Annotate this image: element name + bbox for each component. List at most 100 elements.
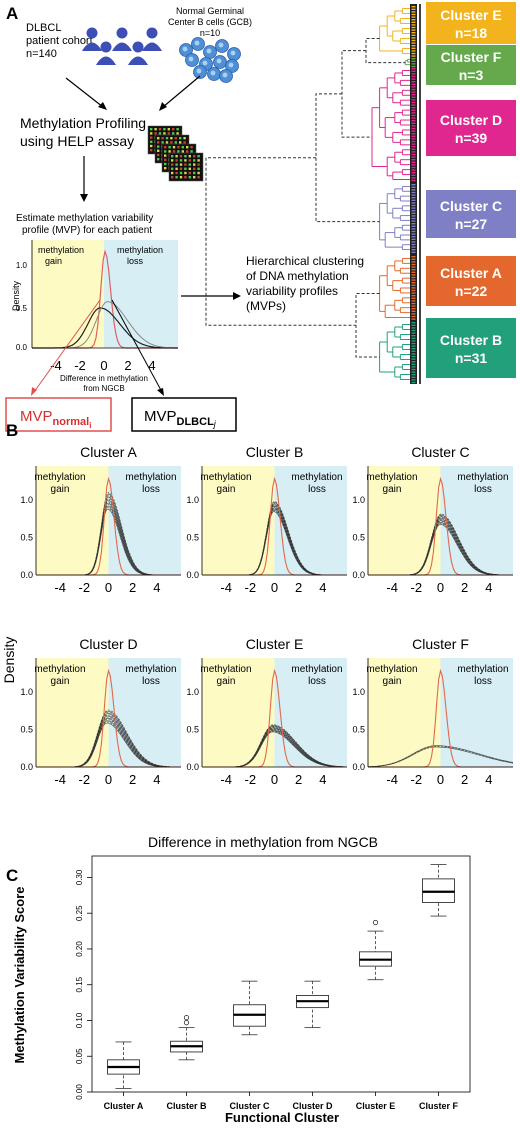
leaf-tick <box>411 204 416 207</box>
leaf-tick <box>411 45 416 47</box>
leaf-tick <box>411 315 416 318</box>
a-density-label: Density <box>11 280 21 311</box>
b-xtick: -2 <box>79 772 91 787</box>
microarray-spot-icon <box>193 155 196 158</box>
microarray-spot-icon <box>183 141 186 144</box>
leaf-tick <box>411 335 416 337</box>
estimate-line-1: Estimate methylation variability <box>16 213 153 224</box>
b-cell-nucleus-icon <box>188 56 194 62</box>
b-plot-title-3: Cluster C <box>411 444 469 460</box>
b-dlbcl-curve <box>202 502 347 576</box>
b-gain-label-2: gain <box>51 484 70 495</box>
microarray-spot-icon <box>154 128 157 131</box>
microarray-spot-icon <box>170 141 173 144</box>
b-xtick: -2 <box>79 580 91 595</box>
b-xtick: 0 <box>437 580 444 595</box>
cluster-box <box>426 190 516 238</box>
leaf-tick <box>411 220 416 222</box>
b-loss-label-2: loss <box>308 484 326 495</box>
leaf-tick <box>411 274 416 276</box>
microarray-spot-icon <box>197 155 200 158</box>
b-dlbcl-curve <box>367 745 514 768</box>
leaf-tick <box>411 138 416 140</box>
leaf-tick <box>411 169 416 171</box>
leaf-tick <box>411 289 416 292</box>
leaf-tick <box>411 329 416 332</box>
leaf-tick <box>411 295 416 297</box>
c-category-label: Cluster E <box>356 1101 396 1111</box>
leaf-tick <box>411 358 416 360</box>
microarray-spot-icon <box>184 163 187 166</box>
leaf-tick <box>411 164 416 166</box>
leaf-tick <box>411 117 416 119</box>
b-xtick: 0 <box>271 772 278 787</box>
leaf-tick <box>411 21 416 23</box>
leaf-tick <box>411 374 416 376</box>
leaf-tick <box>411 300 416 302</box>
microarray-spot-icon <box>175 159 178 162</box>
b-ytick: 0.5 <box>352 532 365 542</box>
gcb-line-1: Normal Germinal <box>176 6 244 16</box>
arrow-gcb-to-profiling <box>162 75 201 108</box>
microarray-spot-icon <box>179 167 183 170</box>
c-ytick-label: 0.15 <box>75 976 84 992</box>
microarray-spot-icon <box>197 159 200 162</box>
b-cells-icon <box>179 37 241 83</box>
leaf-tick <box>411 11 416 13</box>
leaf-tick <box>411 91 416 93</box>
microarray-spot-icon <box>188 176 191 179</box>
b-ytick: 0.0 <box>352 570 365 580</box>
cluster-box-name: Cluster E <box>440 7 501 23</box>
leaf-tick <box>411 151 416 153</box>
leaf-tick <box>411 379 416 381</box>
b-xtick: 4 <box>319 772 326 787</box>
leaf-tick <box>411 243 416 246</box>
microarray-spot-icon <box>171 167 174 170</box>
cluster-box-n: n=22 <box>455 283 488 299</box>
a-xtick-4: 2 <box>124 358 131 373</box>
leaf-tick <box>411 112 416 114</box>
b-xtick: 2 <box>295 772 302 787</box>
leaf-tick <box>411 249 416 251</box>
microarray-spot-icon <box>164 146 167 149</box>
microarray-spot-icon <box>179 137 182 140</box>
b-plot-title-1: Cluster A <box>80 444 137 460</box>
leaf-tick <box>411 236 416 238</box>
microarray-spot-icon <box>164 167 167 170</box>
b-plot-title-4: Cluster D <box>79 636 137 652</box>
b-ytick: 0.0 <box>186 570 199 580</box>
leaf-tick <box>411 143 416 145</box>
leaf-tick <box>411 332 416 334</box>
c-ytick-label: 0.00 <box>75 1084 84 1100</box>
panel-a-label: A <box>6 4 18 23</box>
leaf-tick <box>411 55 416 57</box>
microarray-spot-icon <box>181 146 184 149</box>
b-xtick: -4 <box>386 580 398 595</box>
leaf-tick <box>411 225 416 227</box>
leaf-tick <box>411 363 416 365</box>
person-head-icon <box>146 27 158 39</box>
microarray-spot-icon <box>177 150 180 153</box>
b-gain-label-2: gain <box>217 676 236 687</box>
b-loss-label-1: methylation <box>125 472 176 483</box>
leaf-tick <box>411 24 416 26</box>
cohort-title: DLBCL <box>26 22 61 34</box>
leaf-tick <box>411 263 416 266</box>
leaf-tick <box>411 238 416 240</box>
microarray-spot-icon <box>157 137 160 140</box>
leaf-tick <box>411 366 416 368</box>
leaf-tick <box>411 63 416 65</box>
b-xtick: 4 <box>153 580 160 595</box>
estimate-line-2: profile (MVP) for each patient <box>22 225 152 236</box>
leaf-tick <box>411 350 416 352</box>
b-ytick: 1.0 <box>352 687 365 697</box>
leaf-tick <box>411 353 416 355</box>
microarray-spot-icon <box>184 159 187 162</box>
person-body-icon <box>128 56 148 65</box>
microarray-spot-icon <box>197 167 200 170</box>
microarray-spot-icon <box>188 167 191 170</box>
leaf-tick <box>411 271 416 273</box>
c-category-label: Cluster B <box>166 1101 207 1111</box>
b-loss-region <box>274 466 347 575</box>
